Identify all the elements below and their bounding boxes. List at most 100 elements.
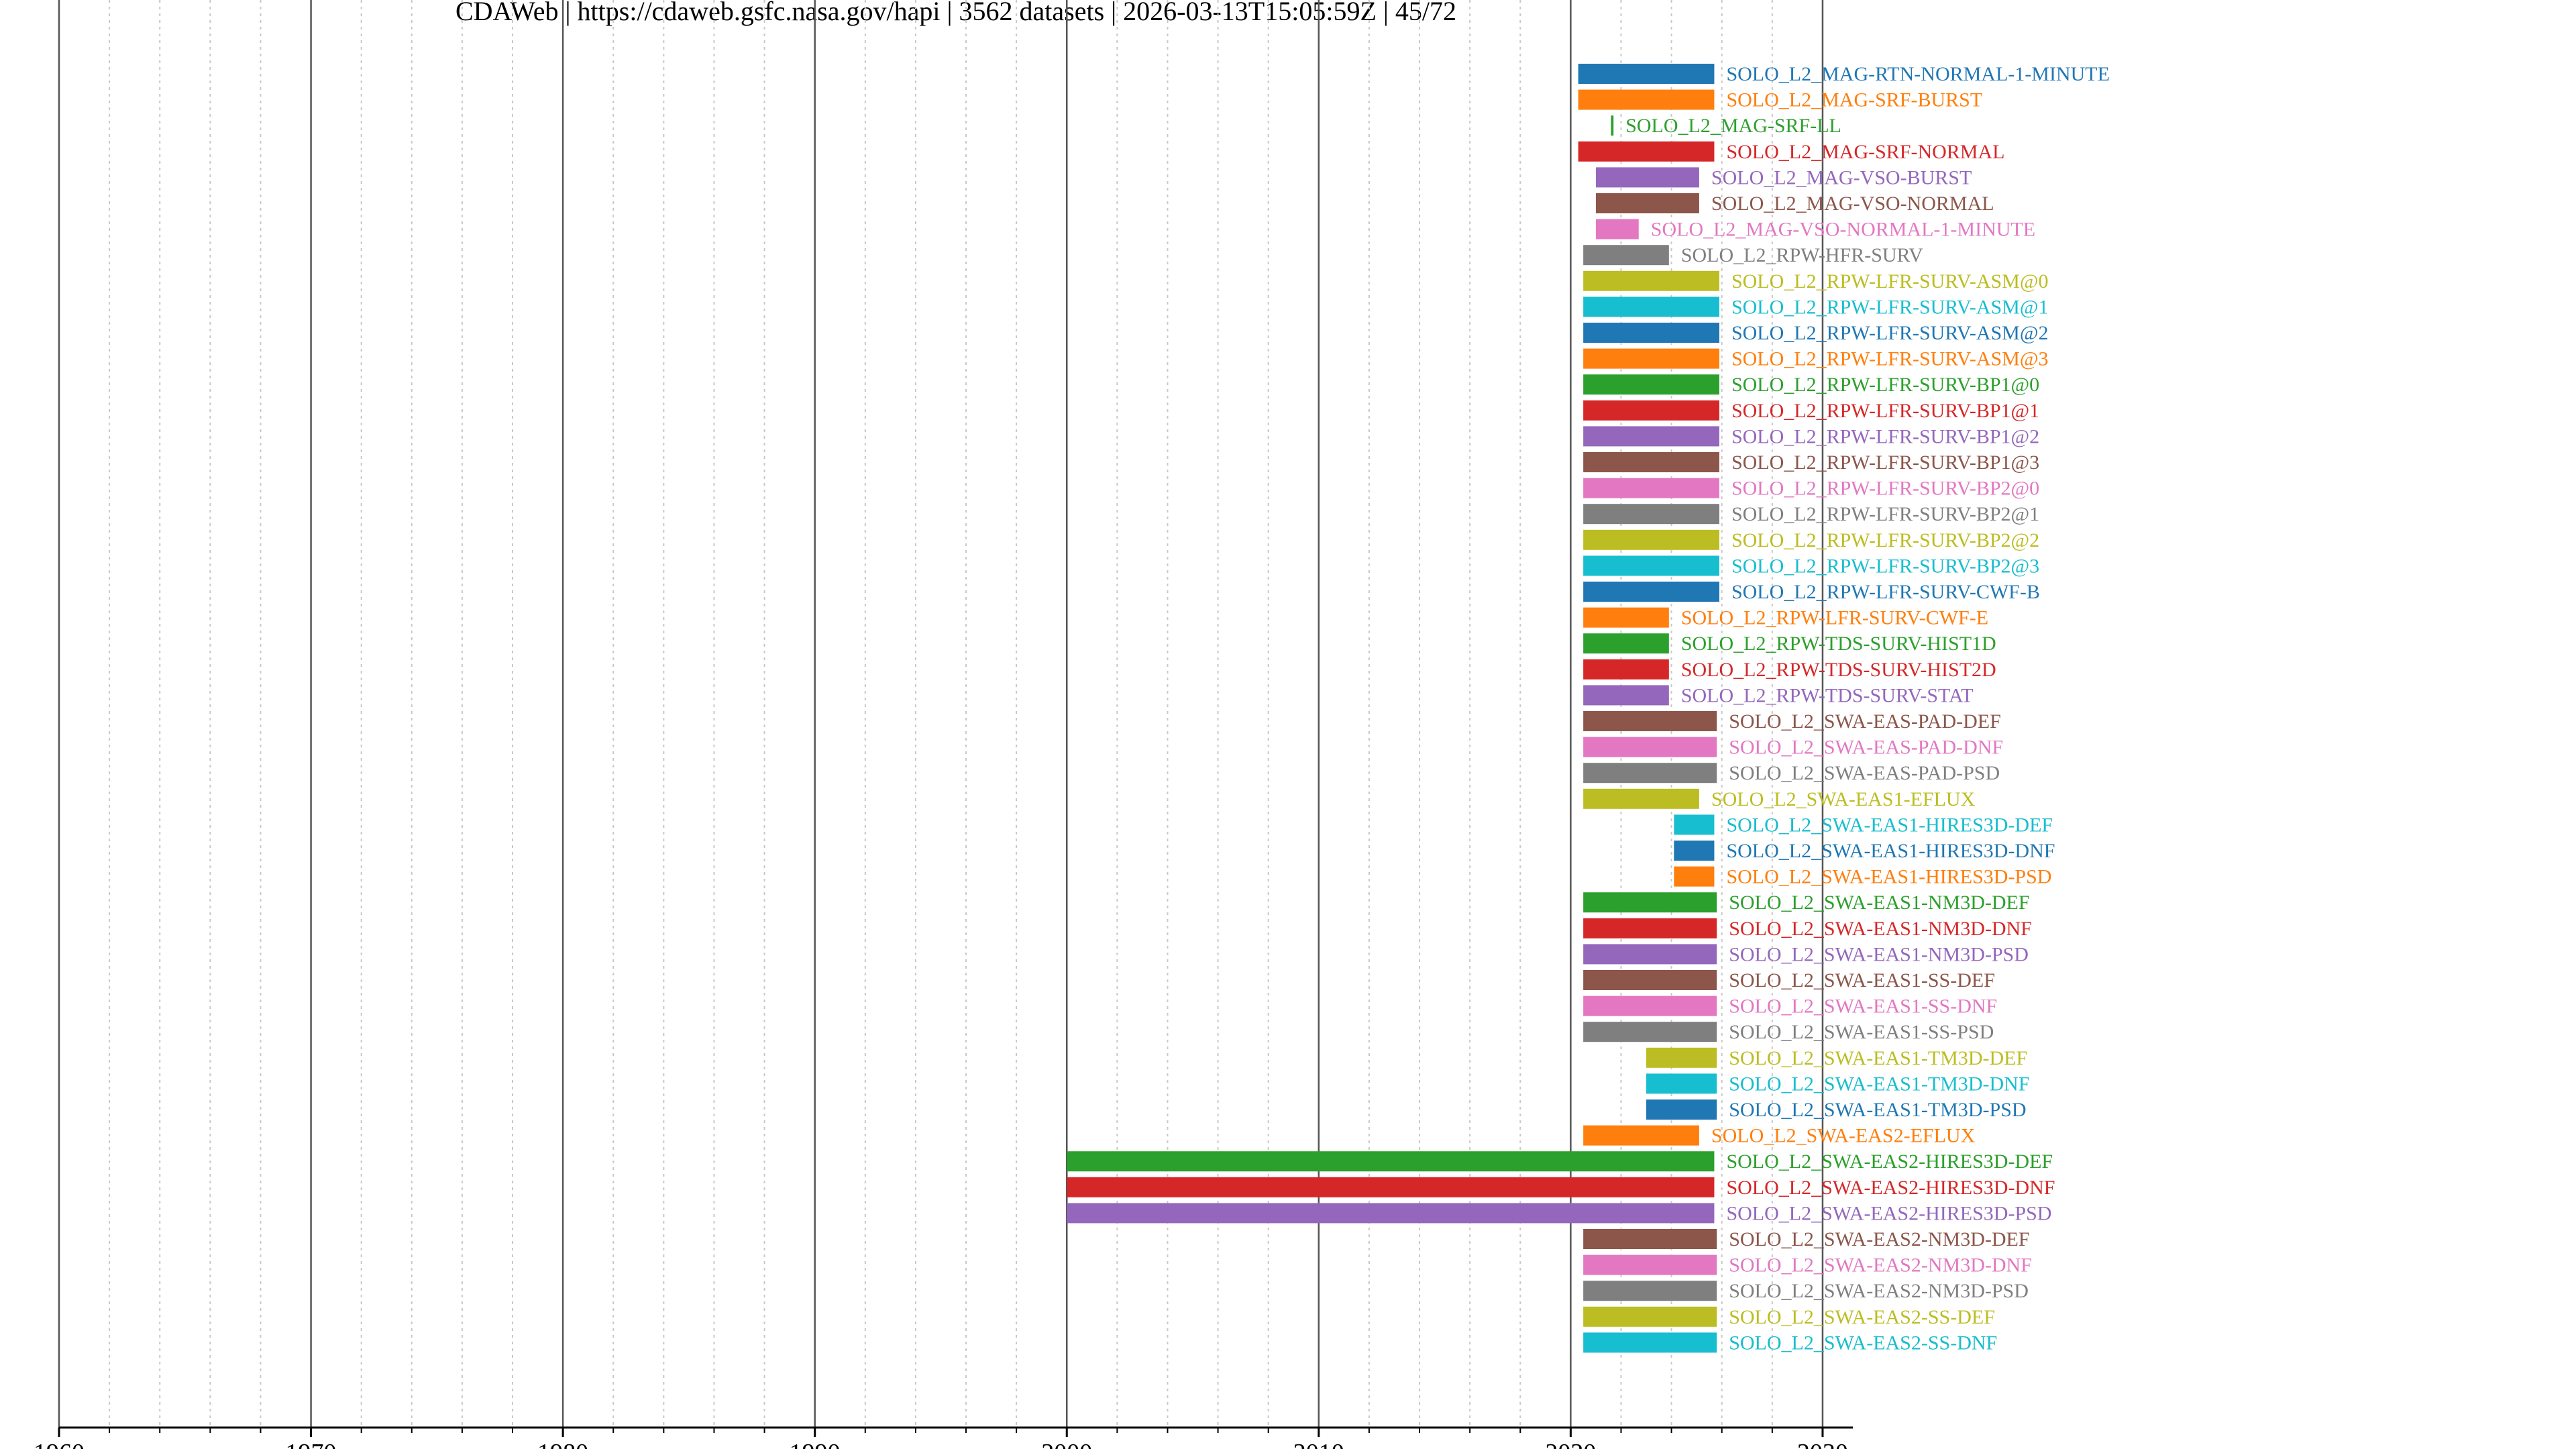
dataset-bar — [1067, 1177, 1715, 1197]
dataset-labels: SOLO_L2_MAG-RTN-NORMAL-1-MINUTE SOLO_L2_M… — [1625, 63, 2110, 1354]
dataset-bar — [1583, 633, 1669, 654]
dataset-label: SOLO_L2_SWA-EAS2-NM3D-DEF — [1729, 1228, 2029, 1250]
dataset-bar — [1583, 685, 1669, 706]
dataset-bar — [1583, 504, 1719, 525]
dataset-label: SOLO_L2_SWA-EAS1-TM3D-PSD — [1729, 1099, 2026, 1121]
dataset-bars — [1067, 64, 1719, 1353]
dataset-label: SOLO_L2_SWA-EAS-PAD-DNF — [1729, 737, 2003, 759]
dataset-label: SOLO_L2_SWA-EAS1-TM3D-DEF — [1729, 1047, 2027, 1069]
dataset-label: SOLO_L2_RPW-LFR-SURV-CWF-E — [1681, 607, 1988, 629]
dataset-label: SOLO_L2_RPW-TDS-SURV-HIST2D — [1681, 659, 1996, 681]
dataset-bar — [1583, 529, 1719, 550]
dataset-label: SOLO_L2_RPW-LFR-SURV-BP1@2 — [1731, 425, 2039, 447]
dataset-bar — [1583, 582, 1719, 602]
dataset-label: SOLO_L2_MAG-VSO-BURST — [1711, 166, 1972, 189]
dataset-label: SOLO_L2_MAG-VSO-NORMAL-1-MINUTE — [1651, 219, 2035, 241]
dataset-bar — [1583, 348, 1719, 369]
dataset-bar — [1595, 167, 1699, 188]
dataset-label: SOLO_L2_SWA-EAS-PAD-DEF — [1729, 710, 2001, 733]
x-tick-label: 2000 — [1041, 1439, 1092, 1449]
dataset-bar — [1583, 996, 1717, 1016]
dataset-bar — [1578, 89, 1715, 110]
dataset-bar — [1583, 452, 1719, 472]
dataset-bar — [1646, 1073, 1717, 1094]
dataset-bar — [1583, 970, 1717, 990]
dataset-bar — [1674, 841, 1715, 861]
dataset-label: SOLO_L2_RPW-LFR-SURV-BP1@3 — [1731, 451, 2039, 474]
dataset-bar — [1583, 944, 1717, 965]
dataset-label: SOLO_L2_RPW-LFR-SURV-BP2@3 — [1731, 555, 2039, 577]
dataset-label: SOLO_L2_SWA-EAS1-SS-DNF — [1729, 996, 1997, 1018]
x-tick-label: 1980 — [537, 1439, 588, 1449]
dataset-bar — [1583, 892, 1717, 913]
dataset-bar — [1583, 1125, 1699, 1146]
dataset-label: SOLO_L2_MAG-SRF-NORMAL — [1726, 141, 2004, 163]
x-tick-label: 2020 — [1545, 1439, 1596, 1449]
dataset-label: SOLO_L2_RPW-LFR-SURV-ASM@2 — [1731, 322, 2049, 344]
dataset-label: SOLO_L2_SWA-EAS1-HIRES3D-DNF — [1726, 840, 2055, 862]
dataset-label: SOLO_L2_SWA-EAS1-HIRES3D-DEF — [1726, 814, 2053, 836]
dataset-bar — [1067, 1151, 1715, 1172]
dataset-label: SOLO_L2_SWA-EAS2-HIRES3D-DNF — [1726, 1177, 2055, 1199]
dataset-label: SOLO_L2_SWA-EAS1-TM3D-DNF — [1729, 1073, 2029, 1095]
dataset-label: SOLO_L2_SWA-EAS2-SS-DEF — [1729, 1306, 1995, 1328]
dataset-label: SOLO_L2_MAG-SRF-LL — [1625, 115, 1841, 137]
dataset-label: SOLO_L2_SWA-EAS1-SS-DEF — [1729, 969, 1995, 991]
dataset-label: SOLO_L2_SWA-EAS2-HIRES3D-PSD — [1726, 1202, 2051, 1224]
dataset-label: SOLO_L2_SWA-EAS2-SS-DNF — [1729, 1332, 1997, 1354]
dataset-bar — [1583, 555, 1719, 576]
dataset-bar — [1583, 426, 1719, 447]
dataset-label: SOLO_L2_RPW-LFR-SURV-BP2@1 — [1731, 503, 2039, 525]
dataset-label: SOLO_L2_RPW-LFR-SURV-ASM@1 — [1731, 296, 2049, 318]
x-axis: 1960 1970 1980 1990 2000 2010 2020 2030 — [34, 1426, 1853, 1449]
dataset-bar — [1583, 323, 1719, 343]
dataset-bar — [1583, 1229, 1717, 1249]
dataset-label: SOLO_L2_RPW-HFR-SURV — [1681, 244, 1923, 266]
dataset-label: SOLO_L2_SWA-EAS2-NM3D-DNF — [1729, 1254, 2032, 1277]
dataset-bar — [1583, 374, 1719, 395]
dataset-label: SOLO_L2_MAG-SRF-BURST — [1726, 89, 1982, 111]
dataset-bar — [1583, 1254, 1717, 1275]
x-tick-label: 2030 — [1797, 1439, 1848, 1449]
dataset-bar — [1583, 737, 1717, 757]
dataset-label: SOLO_L2_SWA-EAS1-HIRES3D-PSD — [1726, 866, 2051, 888]
dataset-bar — [1583, 918, 1717, 938]
dataset-label: SOLO_L2_RPW-LFR-SURV-BP1@0 — [1731, 374, 2039, 396]
dataset-bar — [1583, 763, 1717, 784]
dataset-bar — [1583, 1332, 1717, 1353]
dataset-bar — [1578, 141, 1715, 162]
dataset-bar — [1067, 1203, 1715, 1224]
dataset-bar — [1583, 1022, 1717, 1042]
dataset-bar — [1583, 607, 1669, 628]
dataset-bar — [1583, 478, 1719, 498]
dataset-label: SOLO_L2_RPW-LFR-SURV-CWF-B — [1731, 581, 2040, 603]
dataset-bar — [1595, 219, 1639, 239]
dataset-bar — [1578, 64, 1715, 84]
dataset-label: SOLO_L2_RPW-TDS-SURV-STAT — [1681, 684, 1974, 706]
dataset-label: SOLO_L2_SWA-EAS1-NM3D-PSD — [1729, 943, 2029, 965]
dataset-label: SOLO_L2_SWA-EAS1-EFLUX — [1711, 788, 1976, 810]
dataset-label: SOLO_L2_SWA-EAS1-NM3D-DEF — [1729, 892, 2029, 914]
dataset-bar — [1595, 193, 1699, 213]
dataset-label: SOLO_L2_SWA-EAS-PAD-PSD — [1729, 762, 2000, 784]
dataset-label: SOLO_L2_RPW-LFR-SURV-BP1@1 — [1731, 400, 2039, 422]
dataset-bar — [1583, 1281, 1717, 1301]
dataset-bar — [1674, 866, 1715, 887]
dataset-label: SOLO_L2_SWA-EAS2-NM3D-PSD — [1729, 1280, 2029, 1302]
dataset-label: SOLO_L2_SWA-EAS1-NM3D-DNF — [1729, 918, 2032, 940]
dataset-label: SOLO_L2_RPW-LFR-SURV-BP2@0 — [1731, 478, 2039, 500]
x-tick-label: 1960 — [34, 1439, 85, 1449]
dataset-bar — [1583, 1306, 1717, 1327]
dataset-bar — [1583, 245, 1669, 266]
dataset-label: SOLO_L2_MAG-VSO-NORMAL — [1711, 193, 1994, 215]
dataset-bar — [1583, 711, 1717, 731]
x-tick-label: 1970 — [286, 1439, 337, 1449]
dataset-label: SOLO_L2_RPW-LFR-SURV-BP2@2 — [1731, 529, 2039, 551]
dataset-bar — [1583, 400, 1719, 421]
dataset-label: SOLO_L2_MAG-RTN-NORMAL-1-MINUTE — [1726, 63, 2109, 85]
dataset-label: SOLO_L2_SWA-EAS2-HIRES3D-DEF — [1726, 1150, 2053, 1173]
dataset-bar — [1674, 814, 1715, 835]
x-tick-label: 1990 — [790, 1439, 841, 1449]
dataset-bar — [1583, 659, 1669, 680]
